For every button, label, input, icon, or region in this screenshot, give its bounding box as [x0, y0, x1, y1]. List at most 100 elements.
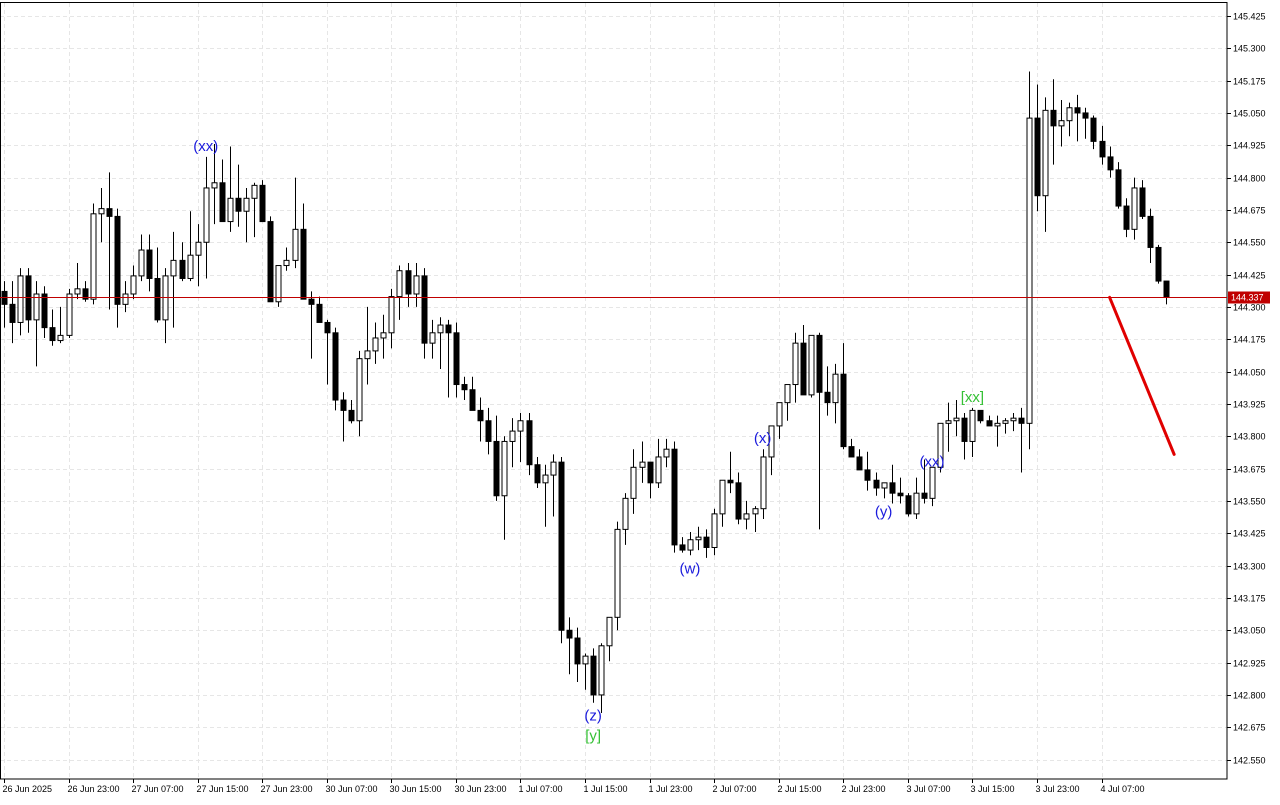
bear-candle [566, 629, 573, 639]
bear-candle [154, 277, 161, 321]
bear-candle [816, 334, 823, 393]
bull-candle [66, 293, 73, 336]
bear-candle [469, 389, 476, 411]
bear-candle [235, 197, 242, 212]
bull-candle [211, 182, 218, 189]
bull-candle [969, 409, 976, 442]
bear-candle [590, 655, 597, 696]
bear-candle [267, 221, 274, 303]
bear-candle [873, 479, 880, 489]
bull-candle [195, 241, 202, 256]
y-tick-label: 143.675 [1233, 465, 1266, 475]
y-tick-label: 144.175 [1233, 335, 1266, 345]
bear-candle [977, 409, 984, 422]
bull-candle [639, 461, 646, 468]
y-tick-label: 143.425 [1233, 529, 1266, 539]
y-tick-label: 144.050 [1233, 368, 1266, 378]
bear-candle [332, 332, 339, 401]
bull-candle [413, 275, 420, 295]
bear-candle [1147, 215, 1154, 248]
bull-candle [929, 466, 936, 499]
x-tick-label: 30 Jun 15:00 [390, 784, 442, 794]
bear-candle [1115, 169, 1122, 207]
x-tick-label: 27 Jun 23:00 [261, 784, 313, 794]
bear-candle [114, 215, 121, 305]
bull-candle [768, 425, 775, 458]
bull-candle [598, 645, 605, 696]
bear-candle [259, 184, 266, 223]
bull-candle [380, 332, 387, 339]
bear-candle [219, 182, 226, 223]
bear-candle [534, 464, 541, 484]
bear-candle [679, 544, 686, 551]
y-tick-label: 143.925 [1233, 400, 1266, 410]
bull-candle [57, 334, 64, 342]
bull-candle [372, 337, 379, 352]
bear-candle [961, 417, 968, 442]
bear-candle [735, 482, 742, 520]
bear-candle [1155, 246, 1162, 282]
bear-candle [300, 228, 307, 300]
y-tick-label: 143.550 [1233, 497, 1266, 507]
bull-candle [945, 420, 952, 424]
forecast-arrow [1108, 295, 1176, 456]
y-tick-label: 144.425 [1233, 271, 1266, 281]
bull-candle [203, 187, 210, 243]
plot-frame [0, 2, 1228, 780]
bear-candle [316, 303, 323, 323]
bull-candle [74, 288, 81, 295]
bear-candle [1050, 109, 1057, 127]
bear-candle [703, 536, 710, 548]
bear-candle [824, 391, 831, 404]
bull-candle [292, 228, 299, 261]
bull-candle [1131, 187, 1138, 230]
bear-candle [889, 482, 896, 494]
x-tick-label: 30 Jun 07:00 [326, 784, 378, 794]
bear-candle [1082, 112, 1089, 119]
bull-candle [832, 373, 839, 404]
bear-candle [493, 440, 500, 497]
x-tick-label: 26 Jun 2025 [3, 784, 53, 794]
wave-label: (z) [584, 708, 602, 725]
bear-candle [897, 492, 904, 497]
bear-candle [647, 461, 654, 484]
wave-label: [xx] [961, 389, 984, 406]
bull-candle [711, 513, 718, 548]
y-tick-label: 142.925 [1233, 659, 1266, 669]
bull-candle [582, 655, 589, 665]
bear-candle [800, 342, 807, 396]
bear-candle [49, 327, 56, 342]
bull-candle [1066, 107, 1073, 122]
y-tick-label: 144.675 [1233, 206, 1266, 216]
bear-candle [1123, 205, 1130, 230]
bull-candle [275, 265, 282, 303]
bull-candle [622, 497, 629, 530]
bull-candle [251, 184, 258, 199]
wave-label: (xx) [920, 453, 945, 470]
bull-candle [784, 384, 791, 404]
x-tick-label: 2 Jul 07:00 [713, 784, 757, 794]
bull-candle [1058, 120, 1065, 127]
bear-candle [308, 298, 315, 305]
bear-candle [1099, 140, 1106, 158]
x-tick-label: 1 Jul 15:00 [584, 784, 628, 794]
wave-label: (xx) [193, 138, 218, 155]
y-tick-label: 145.300 [1233, 44, 1266, 54]
bear-candle [558, 461, 565, 631]
bear-candle [848, 446, 855, 458]
bull-candle [437, 324, 444, 334]
bear-candle [9, 303, 16, 323]
bear-candle [671, 448, 678, 546]
bull-candle [1026, 117, 1033, 424]
bull-candle [98, 208, 105, 215]
wave-label: [y] [585, 728, 601, 745]
bear-candle [485, 420, 492, 442]
bull-candle [33, 293, 40, 321]
bull-candle [138, 249, 145, 277]
x-tick-label: 3 Jul 07:00 [907, 784, 951, 794]
bull-candle [1042, 109, 1049, 197]
bear-candle [1139, 187, 1146, 217]
bear-candle [453, 332, 460, 386]
bear-candle [461, 384, 468, 391]
